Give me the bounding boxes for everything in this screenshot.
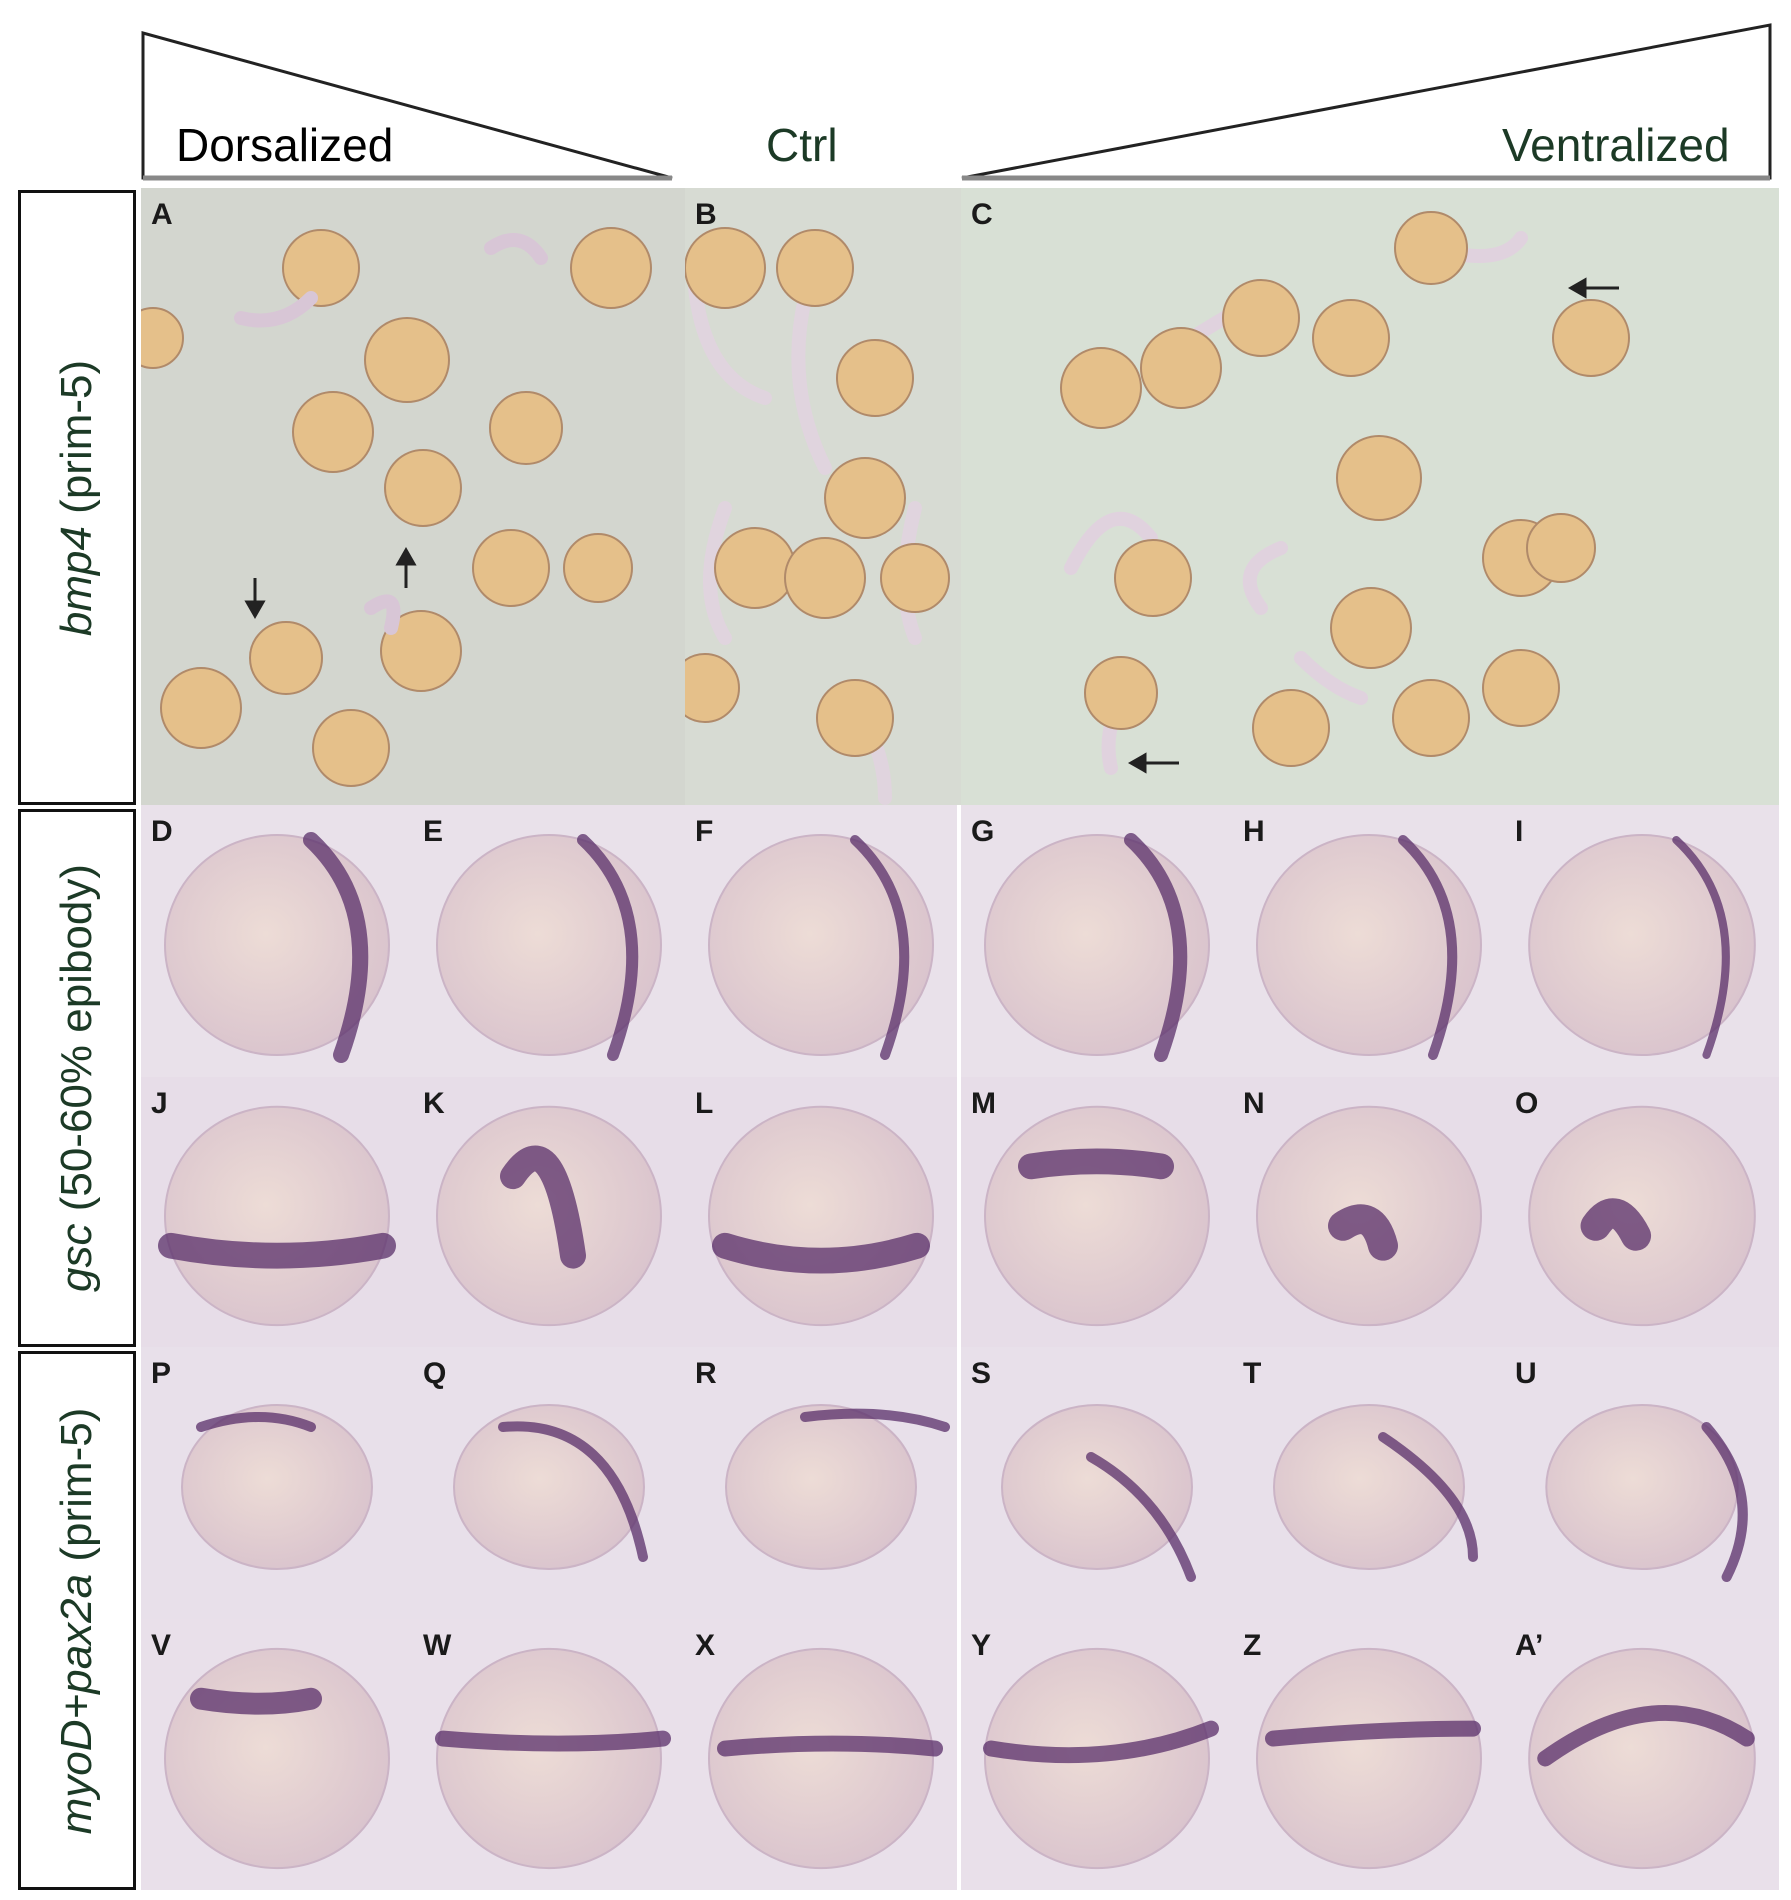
- panel-label: C: [971, 198, 993, 231]
- panel-label: V: [151, 1629, 172, 1662]
- embryo-image: [435, 1647, 671, 1870]
- embryo-panel-i: I: [1505, 805, 1779, 1077]
- dorsalized-wedge: [141, 23, 1772, 181]
- embryo-image: [1545, 1404, 1748, 1582]
- embryo-image: [453, 1404, 648, 1570]
- embryo-panel-n: N: [1233, 1077, 1505, 1347]
- panel-label: A: [151, 198, 173, 231]
- embryo-image: [158, 1105, 396, 1327]
- embryo-panel-o: O: [1505, 1077, 1779, 1347]
- embryo-image: [984, 1105, 1210, 1327]
- embryo-image: [1001, 1404, 1196, 1582]
- row-label-bmp4: bmp4 (prim-5): [18, 190, 136, 805]
- panel-label: M: [971, 1087, 996, 1120]
- panel-c-ventralized-clutch: C: [961, 188, 1779, 805]
- embryo-image: [708, 1105, 934, 1327]
- embryo-image: [1273, 1404, 1478, 1570]
- embryo-panel-p: P: [141, 1347, 413, 1619]
- embryo-panel-r: R: [685, 1347, 957, 1619]
- gene-name: myoD+pax2a: [52, 1573, 101, 1834]
- row-label-gsc: gsc (50-60% epibody): [18, 809, 136, 1347]
- panel-label: Z: [1243, 1629, 1262, 1662]
- embryo-panel-m: M: [961, 1077, 1233, 1347]
- panel-a-dorsalized-clutch: A: [141, 188, 685, 805]
- panel-label: O: [1515, 1087, 1539, 1120]
- gene-name: bmp4: [52, 525, 101, 636]
- panel-label: A’: [1515, 1629, 1544, 1662]
- stage-text: (50-60% epibody): [52, 863, 101, 1212]
- embryo-image: [1528, 1105, 1756, 1327]
- embryo-panel-g: G: [961, 805, 1233, 1077]
- panel-label: T: [1243, 1357, 1262, 1390]
- embryo-image: [181, 1404, 373, 1570]
- embryo-panel-s: S: [961, 1347, 1233, 1619]
- panel-label: P: [151, 1357, 172, 1390]
- stage-text: (prim-5): [52, 359, 101, 514]
- panel-b-control-clutch: B: [685, 188, 961, 805]
- embryo-image: [708, 1647, 943, 1870]
- embryo-image: [708, 834, 934, 1060]
- panel-label: W: [423, 1629, 452, 1662]
- embryo-image: [1528, 834, 1756, 1059]
- panel-label: Q: [423, 1357, 447, 1390]
- embryo-panel-w: W: [413, 1619, 685, 1890]
- embryo-image: [436, 834, 662, 1061]
- ventralized-label: Ventralized: [1502, 119, 1730, 171]
- embryo-panel-q: Q: [413, 1347, 685, 1619]
- stage-text: (prim-5): [52, 1407, 101, 1562]
- embryo-panel-x: X: [685, 1619, 957, 1890]
- panel-label: N: [1243, 1087, 1265, 1120]
- panel-label: E: [423, 815, 444, 848]
- embryo-image: [1528, 1647, 1756, 1870]
- embryo-image: [1256, 1647, 1482, 1870]
- panel-label: D: [151, 815, 173, 848]
- embryo-panel-l: L: [685, 1077, 957, 1347]
- panel-label: Y: [971, 1629, 992, 1662]
- embryo-panel-j: J: [141, 1077, 413, 1347]
- embryo-image: [164, 1647, 390, 1870]
- panel-label: I: [1515, 815, 1524, 848]
- panel-label: B: [695, 198, 717, 231]
- embryo-image: [164, 832, 390, 1063]
- embryo-panel-k: K: [413, 1077, 685, 1347]
- row-label-myod-pax2a: myoD+pax2a (prim-5): [18, 1351, 136, 1890]
- embryo-panel-v: V: [141, 1619, 413, 1890]
- embryo-panel-a: A’: [1505, 1619, 1779, 1890]
- dorsalized-label: Dorsalized: [176, 119, 394, 171]
- embryo-image: [1256, 834, 1482, 1060]
- panel-label: F: [695, 815, 714, 848]
- embryo-panel-y: Y: [961, 1619, 1233, 1890]
- panel-label: X: [695, 1629, 716, 1662]
- ctrl-label: Ctrl: [766, 119, 838, 171]
- embryo-panel-d: D: [141, 805, 413, 1077]
- embryo-image: [1256, 1105, 1482, 1327]
- panel-label: G: [971, 815, 995, 848]
- panel-label: L: [695, 1087, 714, 1120]
- embryo-image: [984, 833, 1210, 1062]
- embryo-panel-f: F: [685, 805, 957, 1077]
- embryo-panel-u: U: [1505, 1347, 1779, 1619]
- embryo-panel-z: Z: [1233, 1619, 1505, 1890]
- embryo-panel-h: H: [1233, 805, 1505, 1077]
- embryo-panel-e: E: [413, 805, 685, 1077]
- embryo-image: [436, 1105, 662, 1327]
- panel-label: J: [151, 1087, 168, 1120]
- panel-label: K: [423, 1087, 445, 1120]
- panel-label: R: [695, 1357, 717, 1390]
- panel-label: H: [1243, 815, 1265, 848]
- embryo-image: [983, 1647, 1219, 1870]
- embryo-panel-t: T: [1233, 1347, 1505, 1619]
- panel-label: U: [1515, 1357, 1537, 1390]
- panel-label: S: [971, 1357, 992, 1390]
- embryo-image: [725, 1404, 950, 1570]
- gene-name: gsc: [52, 1223, 101, 1293]
